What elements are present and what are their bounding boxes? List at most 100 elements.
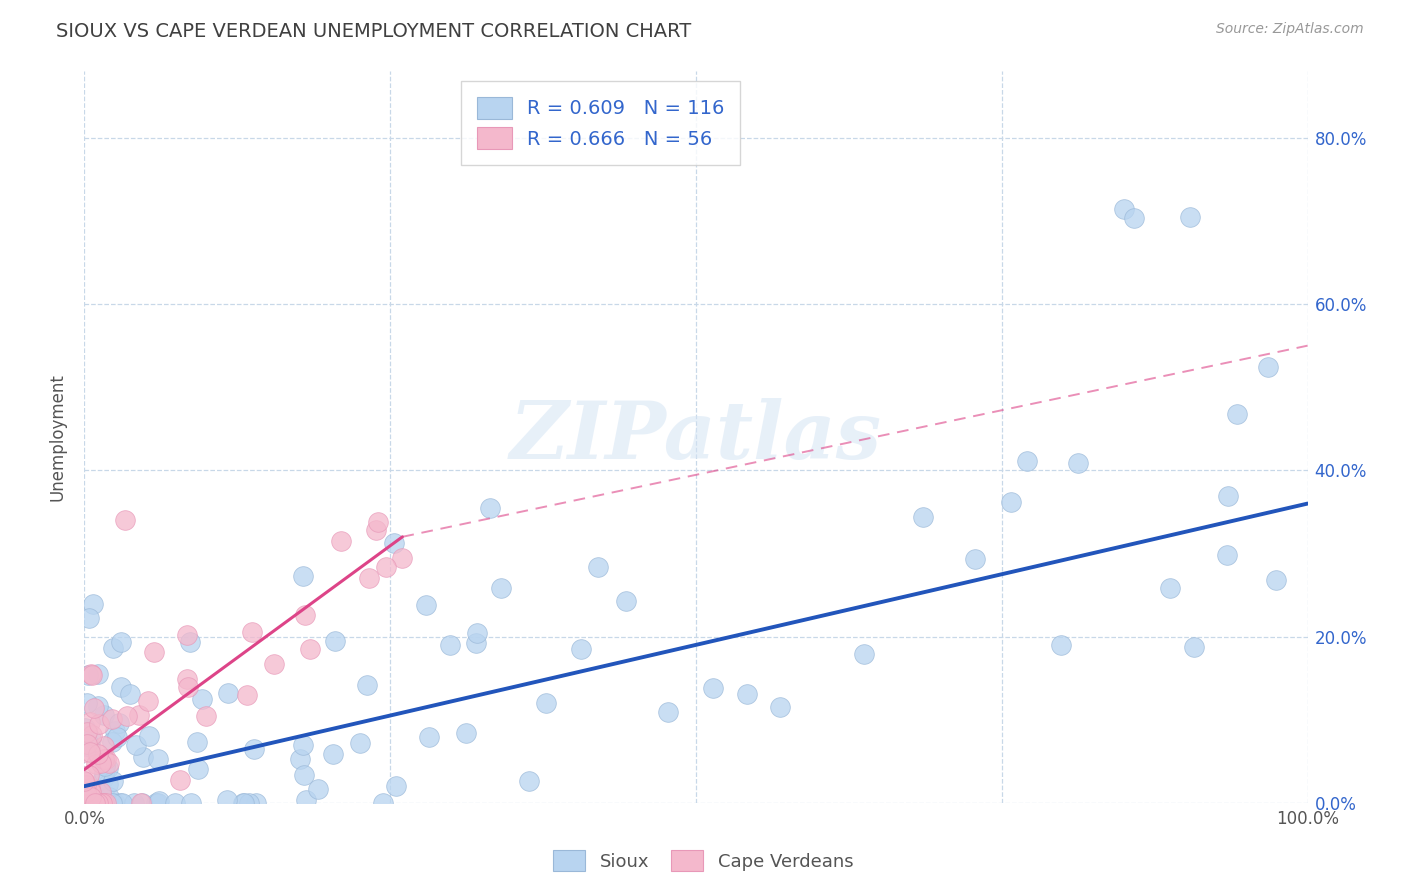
Point	[93, 796, 115, 810]
Point	[115, 709, 138, 723]
Legend: Sioux, Cape Verdeans: Sioux, Cape Verdeans	[546, 843, 860, 879]
Point	[79, 745, 101, 759]
Point	[240, 624, 263, 639]
Point	[322, 747, 344, 761]
Point	[114, 513, 136, 527]
Point	[101, 796, 124, 810]
Point	[128, 707, 150, 722]
Point	[145, 796, 167, 810]
Point	[187, 762, 209, 776]
Point	[87, 796, 110, 810]
Text: ZIPatlas: ZIPatlas	[510, 399, 882, 475]
Point	[105, 730, 128, 744]
Point	[86, 796, 108, 810]
Point	[1264, 573, 1286, 587]
Point	[148, 795, 170, 809]
Point	[911, 509, 934, 524]
Point	[491, 582, 513, 596]
Point	[349, 736, 371, 750]
Point	[263, 657, 285, 672]
Point	[76, 796, 98, 810]
Point	[1067, 456, 1090, 470]
Point	[329, 533, 352, 548]
Point	[657, 706, 679, 720]
Point	[1180, 210, 1202, 224]
Point	[586, 560, 609, 574]
Point	[87, 796, 110, 810]
Point	[232, 796, 254, 810]
Point	[1049, 639, 1071, 653]
Point	[1226, 408, 1249, 422]
Point	[569, 642, 592, 657]
Legend: R = 0.609   N = 116, R = 0.666   N = 56: R = 0.609 N = 116, R = 0.666 N = 56	[461, 81, 740, 165]
Point	[163, 796, 186, 810]
Point	[478, 500, 501, 515]
Point	[80, 731, 103, 746]
Point	[217, 686, 239, 700]
Point	[77, 796, 100, 810]
Point	[245, 796, 267, 810]
Point	[80, 796, 103, 810]
Point	[75, 778, 97, 792]
Point	[702, 681, 724, 695]
Point	[82, 728, 104, 742]
Point	[90, 796, 112, 810]
Point	[87, 667, 110, 681]
Point	[294, 608, 316, 623]
Point	[236, 688, 259, 702]
Point	[90, 756, 112, 770]
Point	[356, 678, 378, 692]
Point	[110, 680, 132, 694]
Point	[186, 735, 208, 749]
Point	[93, 739, 115, 753]
Point	[111, 796, 134, 810]
Point	[82, 796, 104, 810]
Point	[75, 796, 97, 810]
Point	[93, 752, 115, 766]
Point	[146, 796, 169, 810]
Point	[136, 694, 159, 708]
Point	[90, 785, 112, 799]
Point	[97, 761, 120, 775]
Point	[418, 730, 440, 744]
Point	[97, 756, 120, 771]
Point	[180, 796, 202, 810]
Point	[104, 723, 127, 738]
Point	[295, 792, 318, 806]
Point	[82, 796, 104, 810]
Point	[367, 515, 389, 529]
Point	[80, 784, 103, 798]
Point	[87, 698, 110, 713]
Point	[104, 796, 127, 810]
Point	[97, 796, 120, 810]
Point	[291, 739, 314, 753]
Point	[1017, 453, 1039, 467]
Point	[232, 796, 254, 810]
Point	[179, 635, 201, 649]
Point	[1218, 489, 1240, 503]
Point	[138, 729, 160, 743]
Point	[101, 774, 124, 789]
Point	[91, 772, 114, 787]
Point	[125, 738, 148, 752]
Point	[82, 668, 104, 682]
Point	[307, 781, 329, 796]
Point	[122, 796, 145, 810]
Point	[357, 571, 380, 585]
Point	[323, 634, 346, 648]
Point	[176, 628, 198, 642]
Point	[375, 560, 398, 574]
Point	[96, 796, 118, 810]
Point	[439, 638, 461, 652]
Point	[146, 752, 169, 766]
Point	[769, 699, 792, 714]
Point	[385, 779, 408, 793]
Text: SIOUX VS CAPE VERDEAN UNEMPLOYMENT CORRELATION CHART: SIOUX VS CAPE VERDEAN UNEMPLOYMENT CORRE…	[56, 22, 692, 41]
Point	[195, 709, 218, 723]
Point	[614, 594, 637, 608]
Point	[75, 745, 97, 759]
Point	[73, 774, 96, 789]
Point	[1159, 581, 1181, 595]
Point	[242, 741, 264, 756]
Point	[292, 767, 315, 781]
